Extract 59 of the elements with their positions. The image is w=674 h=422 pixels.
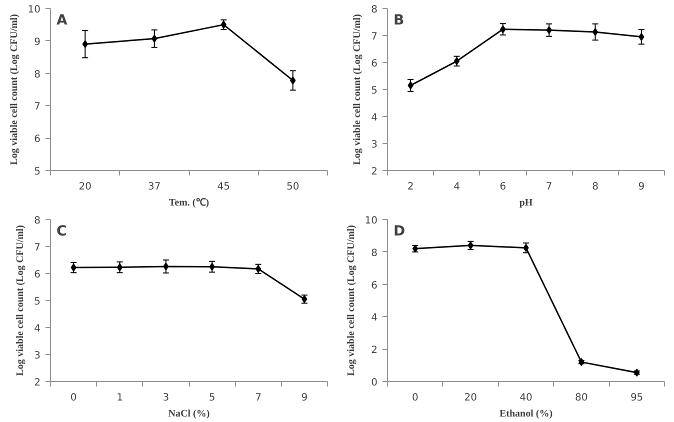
y-tick-label: 2 [371, 345, 378, 356]
x-axis-title: Ethanol (%) [499, 408, 553, 420]
y-tick-label: 2 [34, 378, 41, 388]
y-tick-label: 4 [371, 112, 378, 124]
x-tick-label: 7 [546, 182, 552, 192]
x-tick-label: 95 [630, 392, 644, 404]
y-tick-label: 7 [34, 242, 41, 254]
y-tick-label: 6 [371, 58, 378, 70]
y-tick-label: 10 [28, 4, 41, 16]
x-tick-label: 2 [407, 182, 414, 192]
y-tick-label: 8 [34, 69, 41, 80]
x-tick-label: 3 [162, 392, 170, 404]
chart-title: A [56, 12, 68, 28]
y-tick-label: 3 [34, 350, 41, 362]
chart-title: B [394, 12, 404, 28]
x-tick-label: 80 [575, 392, 588, 404]
x-axis-title: Tem. (℃) [168, 198, 210, 208]
x-tick-label: 8 [592, 182, 598, 192]
y-tick-label: 5 [34, 296, 41, 308]
x-tick-label: 1 [116, 392, 123, 404]
y-tick-label: 3 [371, 140, 378, 150]
y-axis-title: Log viable cell count (Log CFU/ml) [346, 225, 357, 376]
x-tick-label: 20 [78, 182, 92, 192]
x-axis-title: pH [519, 198, 533, 208]
x-tick-label: 5 [208, 392, 216, 404]
x-tick-label: 0 [70, 392, 77, 404]
y-tick-label: 6 [34, 134, 41, 146]
x-tick-label: 4 [454, 182, 460, 192]
y-tick-label: 8 [34, 216, 41, 226]
y-tick-label: 6 [34, 270, 41, 280]
x-tick-label: 50 [286, 182, 300, 192]
y-tick-label: 5 [34, 166, 41, 178]
y-tick-label: 5 [371, 86, 378, 96]
y-tick-label: 9 [34, 36, 41, 48]
y-tick-label: 8 [371, 248, 378, 259]
x-tick-label: 7 [255, 392, 262, 404]
chart-title: C [56, 224, 67, 240]
x-tick-label: 6 [500, 182, 506, 192]
y-tick-label: 8 [371, 4, 378, 16]
x-tick-label: 9 [301, 392, 308, 404]
x-tick-label: 9 [638, 182, 645, 192]
x-tick-label: 40 [520, 392, 532, 404]
y-tick-label: 10 [364, 216, 378, 226]
x-tick-label: 45 [217, 182, 230, 192]
y-tick-label: 4 [371, 312, 378, 324]
y-tick-label: 6 [371, 280, 378, 292]
y-axis-title: Log viable cell count (Log CFU/ml) [15, 225, 26, 376]
y-axis-title: Log viable cell count (Log CFU/ml) [8, 14, 20, 165]
y-tick-label: 7 [371, 32, 378, 42]
x-tick-label: 37 [148, 182, 161, 192]
y-axis-title: Log viable cell count (Log CFU/ml) [352, 14, 364, 165]
y-tick-label: 7 [34, 102, 41, 113]
chart-title: D [394, 224, 406, 240]
x-axis-title: NaCl (%) [168, 408, 210, 420]
y-tick-label: 4 [34, 324, 41, 334]
y-tick-label: 2 [371, 166, 378, 178]
x-tick-label: 0 [412, 392, 418, 404]
x-tick-label: 20 [464, 392, 477, 404]
y-tick-label: 0 [371, 378, 378, 388]
